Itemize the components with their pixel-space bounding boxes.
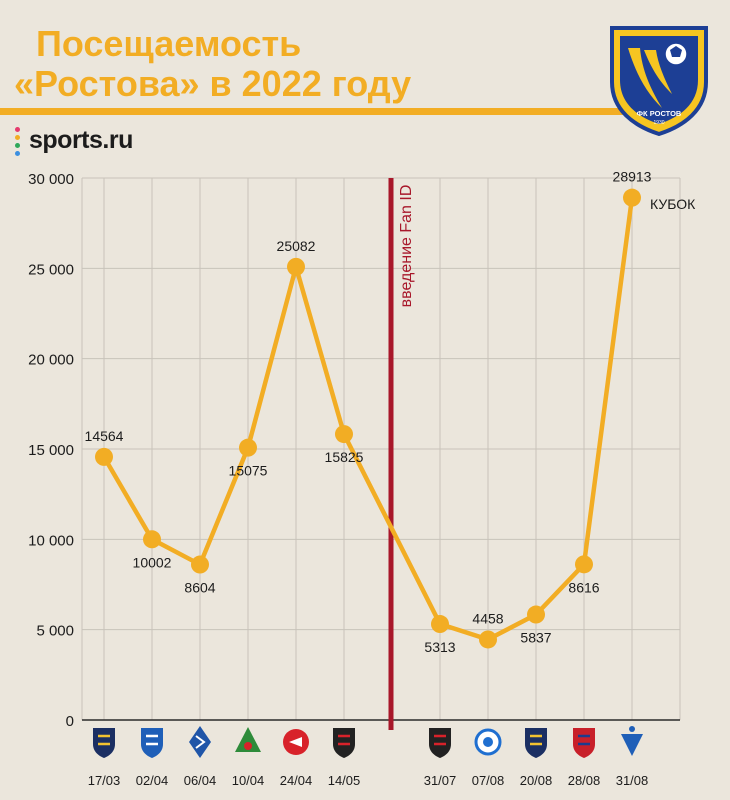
emblem-text: ФК РОСТОВ bbox=[637, 109, 682, 118]
emblem-year: 1930 bbox=[653, 120, 664, 126]
data-labels: 14564 10002 8604 15075 25082 15825 5313 4458 583… bbox=[85, 169, 697, 655]
data-point bbox=[191, 555, 209, 574]
data-point bbox=[479, 630, 497, 649]
series-line bbox=[101, 195, 635, 642]
y-tick-label: 25 000 bbox=[28, 261, 74, 278]
y-tick-label: 5 000 bbox=[36, 623, 74, 640]
x-tick-label: 24/04 bbox=[280, 773, 313, 788]
data-points bbox=[95, 188, 641, 649]
data-label: 14564 bbox=[85, 428, 124, 444]
lokomotiv-logo-icon bbox=[235, 727, 261, 752]
x-tick-label: 28/08 bbox=[568, 773, 601, 788]
y-axis: 0 5 000 10 000 15 000 20 000 25 000 30 000 bbox=[28, 171, 680, 730]
x-tick-label: 31/07 bbox=[424, 773, 457, 788]
data-label: 28913 bbox=[613, 169, 652, 185]
data-label: 15825 bbox=[325, 449, 364, 465]
brand-dots-icon bbox=[14, 125, 22, 156]
data-point bbox=[431, 615, 449, 634]
x-axis-labels: 17/03 02/04 06/04 10/04 24/04 14/05 31/07 07/08… bbox=[88, 773, 649, 788]
data-point bbox=[287, 257, 305, 276]
y-tick-label: 30 000 bbox=[28, 171, 74, 188]
x-tick-label: 14/05 bbox=[328, 773, 361, 788]
x-tick-label: 07/08 bbox=[472, 773, 505, 788]
data-point bbox=[95, 447, 113, 466]
data-point bbox=[527, 605, 545, 624]
data-label: 15075 bbox=[229, 463, 268, 479]
data-point bbox=[239, 438, 257, 457]
y-tick-label: 15 000 bbox=[28, 442, 74, 459]
data-label: 10002 bbox=[133, 554, 172, 570]
fc-rostov-emblem-icon: ФК РОСТОВ 1930 bbox=[610, 26, 708, 136]
data-point bbox=[143, 530, 161, 549]
cup-annotation: КУБОК bbox=[650, 196, 696, 212]
pari-nn-logo-icon bbox=[141, 728, 163, 758]
fan-id-divider: введение Fan ID bbox=[388, 178, 415, 730]
x-tick-label: 17/03 bbox=[88, 773, 121, 788]
sochi-logo-icon bbox=[525, 728, 547, 758]
brand-name: sports.ru bbox=[29, 125, 133, 154]
y-tick-label: 10 000 bbox=[28, 532, 74, 549]
data-point bbox=[335, 425, 353, 444]
title-underline bbox=[0, 108, 630, 115]
x-tick-label: 20/08 bbox=[520, 773, 553, 788]
dynamo-logo-icon bbox=[621, 726, 643, 756]
cska-logo-icon bbox=[573, 728, 595, 758]
series-line-group bbox=[101, 195, 635, 642]
data-label: 25082 bbox=[277, 238, 316, 254]
y-tick-label: 20 000 bbox=[28, 352, 74, 369]
x-tick-label: 02/04 bbox=[136, 773, 169, 788]
x-tick-label: 31/08 bbox=[616, 773, 649, 788]
y-tick-label: 0 bbox=[66, 713, 74, 730]
krylia-sovetov-logo-icon bbox=[189, 726, 211, 758]
orenburg-logo-icon bbox=[474, 728, 502, 756]
chart-title: Посещаемость «Ростова» в 2022 году bbox=[14, 24, 574, 104]
x-tick-label: 10/04 bbox=[232, 773, 265, 788]
data-point bbox=[623, 188, 641, 207]
brand-logo[interactable]: sports.ru bbox=[14, 125, 133, 156]
x-tick-label: 06/04 bbox=[184, 773, 217, 788]
opponent-icons bbox=[93, 726, 643, 758]
fan-id-annotation: введение Fan ID bbox=[398, 185, 415, 308]
data-label: 8616 bbox=[568, 579, 599, 595]
spartak-logo-icon bbox=[283, 729, 309, 755]
sochi-logo-icon bbox=[93, 728, 115, 758]
khimki-logo-icon bbox=[333, 728, 355, 758]
khimki-logo-icon bbox=[429, 728, 451, 758]
data-label: 5313 bbox=[424, 639, 455, 655]
grid bbox=[81, 177, 681, 721]
data-label: 5837 bbox=[520, 630, 551, 646]
data-label: 8604 bbox=[184, 580, 215, 596]
data-point bbox=[575, 555, 593, 574]
title-line-1: Посещаемость bbox=[36, 23, 302, 64]
title-line-2: «Ростова» в 2022 году bbox=[14, 63, 412, 104]
data-label: 4458 bbox=[472, 610, 503, 626]
